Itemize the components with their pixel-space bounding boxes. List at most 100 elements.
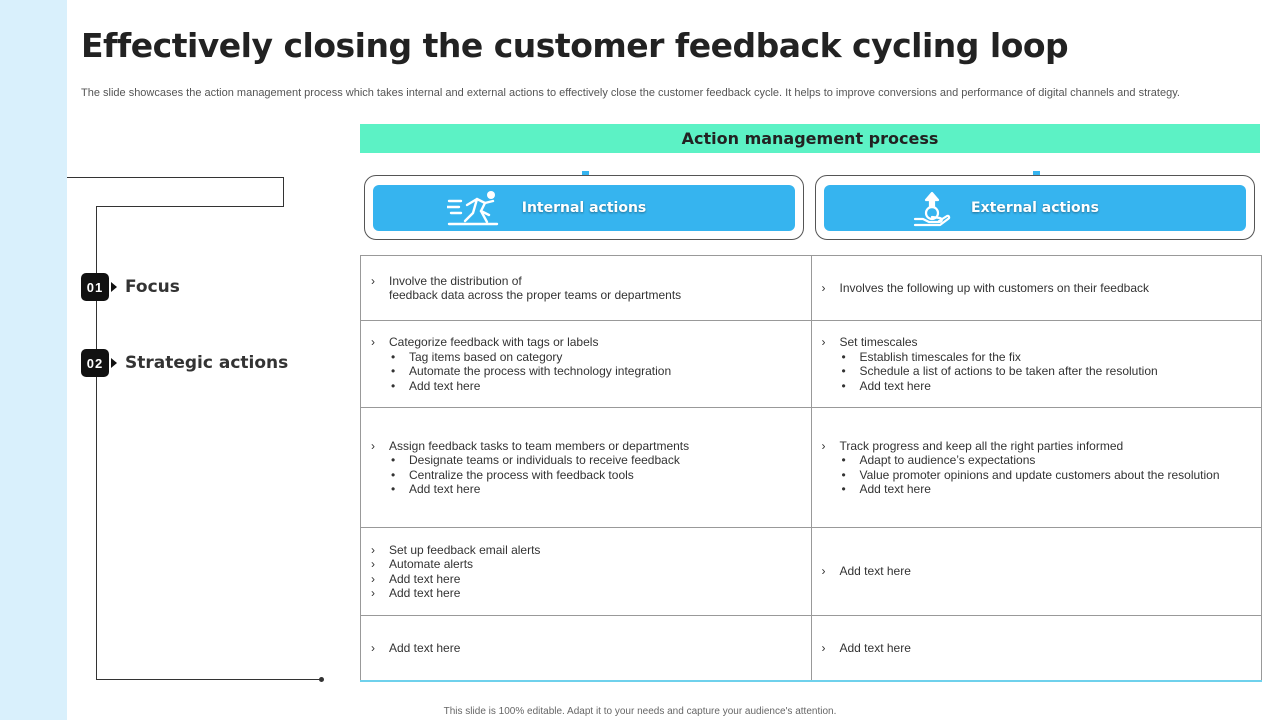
bullet-item-text: Adapt to audience’s expectations — [859, 453, 1036, 467]
action-item-text: Assign feedback tasks to team members or… — [389, 438, 690, 453]
bullet-item: • Schedule a list of actions to be taken … — [822, 364, 1254, 379]
external-actions-header: External actions — [824, 185, 1246, 231]
action-item: › Assign feedback tasks to team members o… — [371, 439, 803, 454]
step-number-badge: 02 — [81, 349, 109, 377]
action-item: › Add text here — [371, 572, 803, 587]
chevron-right-icon: › — [371, 542, 375, 557]
bullet-item: • Designate teams or individuals to recei… — [371, 453, 803, 468]
action-item-text: Categorize feedback with tags or labels — [389, 335, 599, 349]
bullet-item: • Adapt to audience’s expectations — [822, 453, 1254, 468]
chevron-right-icon: › — [371, 438, 375, 453]
step-pointer-icon — [111, 358, 117, 368]
bullet-item-text: Add text here — [409, 378, 481, 393]
bullet-item: • Tag items based on category — [371, 350, 803, 365]
bullet-item-text: Value promoter opinions and update custo… — [859, 467, 1220, 482]
bullet-item: • Add text here — [822, 482, 1254, 497]
bullet-item-text: Establish timescales for the fix — [859, 349, 1021, 364]
page-subtitle: The slide showcases the action managemen… — [81, 87, 1180, 99]
chevron-right-icon: › — [371, 557, 375, 571]
chevron-right-icon: › — [821, 438, 826, 453]
action-item-text: Add text here — [389, 640, 461, 655]
bullet-dot-icon: • — [841, 482, 846, 496]
external-action-cell: › Set timescales • Establish timescales for… — [810, 320, 1262, 408]
bullet-dot-icon: • — [391, 349, 396, 364]
table-row: › Add text here › Add text here — [360, 615, 1262, 681]
chevron-right-icon: › — [821, 564, 826, 579]
action-item-text: Add text here — [839, 640, 911, 655]
bullet-item: • Centralize the process with feedback to… — [371, 468, 803, 483]
left-accent-band — [0, 0, 67, 720]
chevron-right-icon: › — [371, 571, 375, 586]
bullet-dot-icon: • — [391, 467, 396, 482]
action-item: › Set up feedback email alerts — [371, 543, 803, 558]
action-item: › Add text here — [371, 641, 803, 656]
chevron-right-icon: › — [821, 335, 826, 349]
bullet-item-text: Tag items based on category — [409, 349, 563, 364]
external-actions-card: External actions — [815, 175, 1255, 240]
action-item: › Add text here — [822, 564, 1254, 579]
bullet-item-text: Automate the process with technology int… — [409, 364, 672, 378]
bullet-item: • Automate the process with technology in… — [371, 364, 803, 379]
action-item-text: Involve the distribution of — [389, 273, 522, 288]
internal-action-cell: › Assign feedback tasks to team members o… — [360, 407, 812, 528]
step-focus: 01 Focus — [81, 273, 180, 301]
action-item: › Involves the following up with customer… — [822, 281, 1254, 296]
bullet-dot-icon: • — [391, 453, 396, 467]
action-item-text: Set timescales — [839, 335, 918, 349]
runner-icon — [447, 189, 501, 227]
bullet-item: • Establish timescales for the fix — [822, 350, 1254, 365]
action-item: › Automate alerts — [371, 557, 803, 572]
connector-marker — [582, 171, 589, 178]
external-action-cell: › Involves the following up with customer… — [810, 255, 1262, 321]
footer-note: This slide is 100% editable. Adapt it to… — [443, 706, 837, 717]
bullet-item: • Add text here — [822, 379, 1254, 394]
process-header: Action management process — [360, 124, 1260, 153]
action-item: › Add text here — [822, 641, 1254, 656]
internal-actions-card: Internal actions — [364, 175, 804, 240]
step-strategic-actions: 02 Strategic actions — [81, 349, 288, 377]
bullet-item-text: Add text here — [859, 482, 931, 496]
action-item-text: Add text here — [389, 586, 461, 600]
internal-action-cell: › Add text here — [360, 615, 812, 681]
action-item-text: Add text here — [389, 571, 461, 586]
table-row: › Set up feedback email alerts › Automate a… — [360, 527, 1262, 616]
action-item-text: Automate alerts — [389, 557, 474, 571]
table-row: › Categorize feedback with tags or labels… — [360, 320, 1262, 408]
external-action-cell: › Add text here — [810, 615, 1262, 681]
bullet-dot-icon: • — [841, 467, 846, 482]
chevron-right-icon: › — [371, 586, 375, 600]
bullet-dot-icon: • — [391, 378, 396, 393]
internal-action-cell: › Involve the distribution of feedback dat… — [360, 255, 812, 321]
action-item: › Categorize feedback with tags or labels — [371, 335, 803, 350]
bullet-dot-icon: • — [841, 453, 846, 467]
table-row: › Assign feedback tasks to team members o… — [360, 407, 1262, 528]
bullet-item: • Value promoter opinions and update cust… — [822, 468, 1254, 483]
internal-action-cell: › Categorize feedback with tags or labels… — [360, 320, 812, 408]
action-item-text: Involves the following up with customers… — [839, 280, 1150, 295]
bullet-item-text: Add text here — [409, 482, 481, 496]
bullet-item-text: Schedule a list of actions to be taken a… — [859, 364, 1158, 378]
action-item: › Track progress and keep all the right p… — [822, 439, 1254, 454]
action-item: › Add text here — [371, 586, 803, 601]
external-actions-label: External actions — [971, 200, 1099, 216]
bullet-dot-icon: • — [841, 378, 846, 393]
bullet-dot-icon: • — [841, 364, 846, 378]
internal-action-cell: › Set up feedback email alerts › Automate a… — [360, 527, 812, 616]
hand-growth-icon — [912, 189, 952, 229]
internal-actions-header: Internal actions — [373, 185, 795, 231]
chevron-right-icon: › — [821, 280, 826, 295]
action-item-text: Add text here — [839, 564, 911, 579]
chevron-right-icon: › — [371, 335, 375, 349]
external-action-cell: › Track progress and keep all the right p… — [810, 407, 1262, 528]
actions-table: › Involve the distribution of feedback dat… — [360, 255, 1262, 682]
action-item: feedback data across the proper teams or… — [371, 288, 803, 303]
action-item-text: Track progress and keep all the right pa… — [839, 438, 1124, 453]
page-title: Effectively closing the customer feedbac… — [81, 26, 1069, 65]
chevron-right-icon: › — [821, 640, 826, 655]
action-item-text: Set up feedback email alerts — [389, 542, 541, 557]
bullet-dot-icon: • — [841, 349, 846, 364]
step-pointer-icon — [111, 282, 117, 292]
connector-marker — [1033, 171, 1040, 178]
internal-actions-label: Internal actions — [521, 200, 647, 216]
bullet-item-text: Add text here — [859, 378, 931, 393]
